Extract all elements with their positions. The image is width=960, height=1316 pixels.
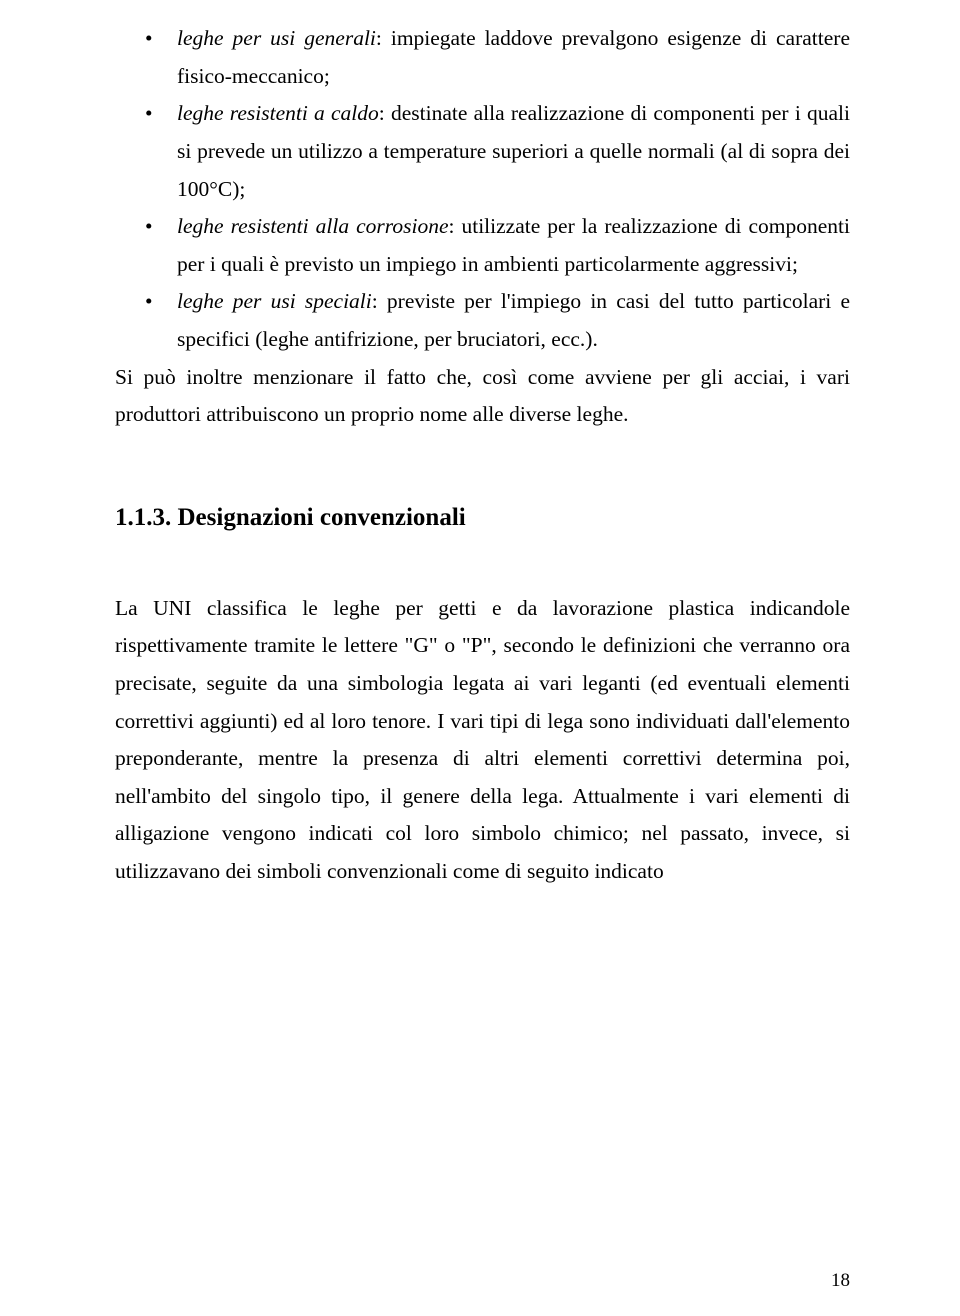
list-term: leghe per usi speciali xyxy=(177,289,372,313)
body-paragraph: La UNI classifica le leghe per getti e d… xyxy=(115,590,850,891)
list-item: leghe per usi generali: impiegate laddov… xyxy=(145,20,850,95)
list-term: leghe resistenti alla corrosione xyxy=(177,214,448,238)
bullet-list: leghe per usi generali: impiegate laddov… xyxy=(145,20,850,359)
list-item: leghe per usi speciali: previste per l'i… xyxy=(145,283,850,358)
document-page: leghe per usi generali: impiegate laddov… xyxy=(0,0,960,891)
paragraph-after-list: Si può inoltre menzionare il fatto che, … xyxy=(115,359,850,434)
section-heading: 1.1.3. Designazioni convenzionali xyxy=(115,496,850,540)
list-term: leghe resistenti a caldo xyxy=(177,101,379,125)
list-term: leghe per usi generali xyxy=(177,26,376,50)
list-item: leghe resistenti a caldo: destinate alla… xyxy=(145,95,850,208)
list-item: leghe resistenti alla corrosione: utiliz… xyxy=(145,208,850,283)
page-number: 18 xyxy=(831,1270,850,1292)
